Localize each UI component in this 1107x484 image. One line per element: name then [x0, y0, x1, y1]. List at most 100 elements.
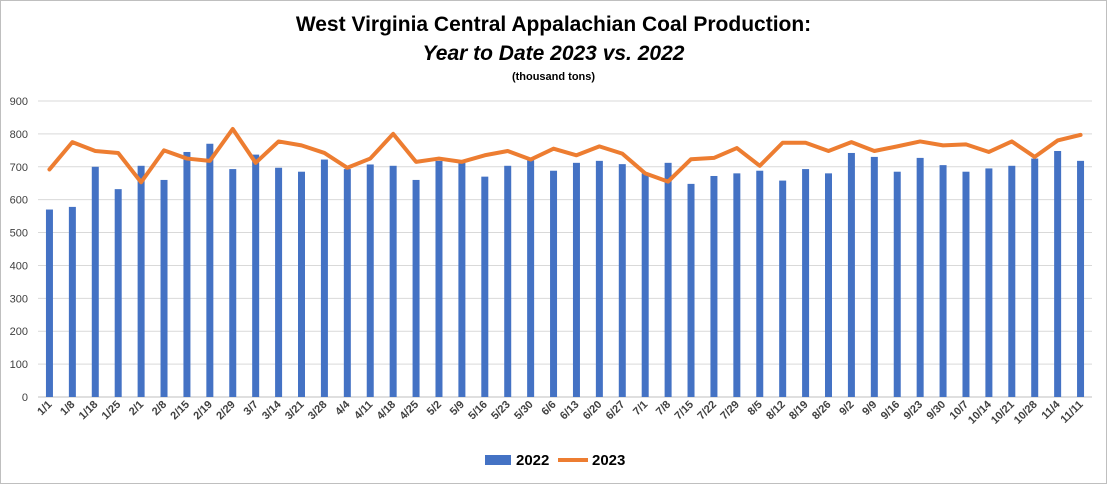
bar-2022: [1054, 150, 1062, 397]
x-axis: 1/1 1/8 1/18 1/25 2/1 2/8 2/15 2/19 2/29 3/7 3/14 3…: [35, 398, 1085, 427]
x-tick-label: 3/7: [241, 399, 260, 418]
y-tick-label: 500: [10, 228, 28, 240]
bar-2022: [802, 169, 810, 397]
x-tick-label: 2/19: [191, 399, 215, 423]
x-tick-label: 9/23: [902, 399, 926, 423]
x-tick-label: 1/18: [77, 399, 101, 423]
x-tick-label: 2/15: [168, 399, 192, 423]
legend-swatch-2022: [485, 455, 511, 465]
x-tick-label: 3/14: [260, 398, 284, 422]
x-tick-label: 6/6: [539, 399, 558, 418]
x-tick-label: 7/1: [631, 399, 650, 418]
bar-2022: [183, 151, 191, 397]
x-tick-label: 9/9: [860, 399, 879, 418]
bar-2022: [320, 159, 328, 397]
bar-2022: [481, 176, 489, 397]
x-tick-label: 4/25: [398, 399, 422, 423]
bar-2022: [687, 183, 695, 397]
bar-2022: [572, 162, 580, 397]
bar-2022: [779, 180, 787, 397]
bar-2022: [298, 171, 305, 397]
bar-2022: [343, 169, 351, 397]
bar-2022: [893, 171, 901, 397]
bar-2022: [847, 152, 855, 397]
x-tick-label: 8/26: [810, 399, 834, 423]
bar-2022: [91, 166, 99, 397]
line-2023-path: [47, 126, 1083, 185]
bar-2022: [733, 173, 741, 397]
bar-2022: [939, 165, 947, 397]
bars-2022: [45, 143, 1085, 397]
bar-2022: [527, 160, 535, 397]
x-tick-label: 4/11: [352, 399, 375, 422]
bar-2022: [618, 164, 626, 397]
x-tick-label: 8/5: [746, 399, 765, 418]
x-tick-label: 9/30: [925, 399, 949, 423]
x-tick-label: 7/22: [695, 399, 719, 423]
x-tick-label: 3/21: [283, 399, 307, 423]
bar-2022: [275, 167, 283, 397]
x-tick-label: 5/23: [489, 399, 513, 423]
bar-2022: [114, 189, 122, 397]
bar-2022: [206, 143, 214, 397]
bar-2022: [160, 179, 168, 397]
chart-subtitle: Year to Date 2023 vs. 2022: [422, 42, 685, 65]
chart-unit-note: (thousand tons): [511, 71, 596, 83]
gridlines: [38, 100, 1092, 398]
x-tick-label: 11/11: [1059, 399, 1086, 426]
bar-2022: [1031, 158, 1039, 397]
x-tick-label: 5/9: [448, 399, 467, 418]
y-tick-label: 200: [10, 326, 28, 338]
bar-2022: [1077, 160, 1085, 397]
legend: 2022 2023: [485, 452, 625, 469]
bar-2022: [389, 165, 397, 397]
bar-2022: [710, 175, 718, 397]
bar-2022: [412, 179, 420, 397]
x-tick-label: 6/13: [558, 399, 582, 423]
x-tick-label: 7/8: [654, 399, 673, 418]
x-tick-label: 5/30: [512, 399, 536, 423]
x-tick-label: 5/16: [466, 399, 490, 423]
x-tick-label: 2/1: [127, 399, 146, 418]
x-tick-label: 7/29: [718, 399, 742, 423]
bar-2022: [870, 156, 878, 397]
bar-2022: [229, 169, 237, 397]
y-tick-label: 700: [10, 162, 28, 174]
bar-2022: [985, 168, 993, 397]
y-tick-label: 0: [22, 392, 28, 404]
x-tick-label: 2/8: [150, 399, 169, 418]
bar-2022: [504, 165, 512, 397]
x-tick-label: 10/14: [966, 398, 995, 427]
x-tick-label: 4/18: [375, 399, 399, 423]
y-tick-label: 600: [10, 195, 28, 207]
bar-2022: [435, 160, 443, 397]
bar-2022: [550, 170, 558, 397]
x-tick-label: 8/12: [764, 399, 788, 423]
bar-2022: [962, 171, 970, 397]
bar-2022: [45, 209, 53, 397]
x-tick-label: 10/21: [989, 399, 1017, 427]
bar-2022: [756, 170, 764, 397]
y-tick-label: 400: [10, 260, 28, 272]
y-tick-label: 900: [10, 96, 28, 108]
bar-2022: [641, 173, 649, 397]
x-tick-label: 3/28: [306, 399, 330, 423]
x-tick-label: 5/2: [425, 399, 444, 418]
x-tick-label: 9/16: [879, 399, 903, 423]
legend-label-2022: 2022: [516, 452, 549, 469]
bar-2022: [137, 165, 145, 397]
x-tick-label: 10/28: [1012, 399, 1040, 427]
chart-title: West Virginia Central Appalachian Coal P…: [295, 13, 812, 36]
y-tick-label: 800: [10, 129, 28, 141]
bar-2022: [825, 173, 832, 397]
bar-2022: [916, 157, 924, 397]
x-tick-label: 9/2: [837, 399, 856, 418]
x-tick-label: 7/15: [673, 399, 697, 423]
y-tick-label: 100: [10, 359, 28, 371]
y-axis: 0 100 200 300 400 500 600 700 800 900: [10, 96, 28, 404]
bar-2022: [68, 206, 76, 397]
bar-2022: [366, 164, 374, 397]
x-tick-label: 6/20: [581, 399, 605, 423]
line-2023: [47, 126, 1083, 185]
